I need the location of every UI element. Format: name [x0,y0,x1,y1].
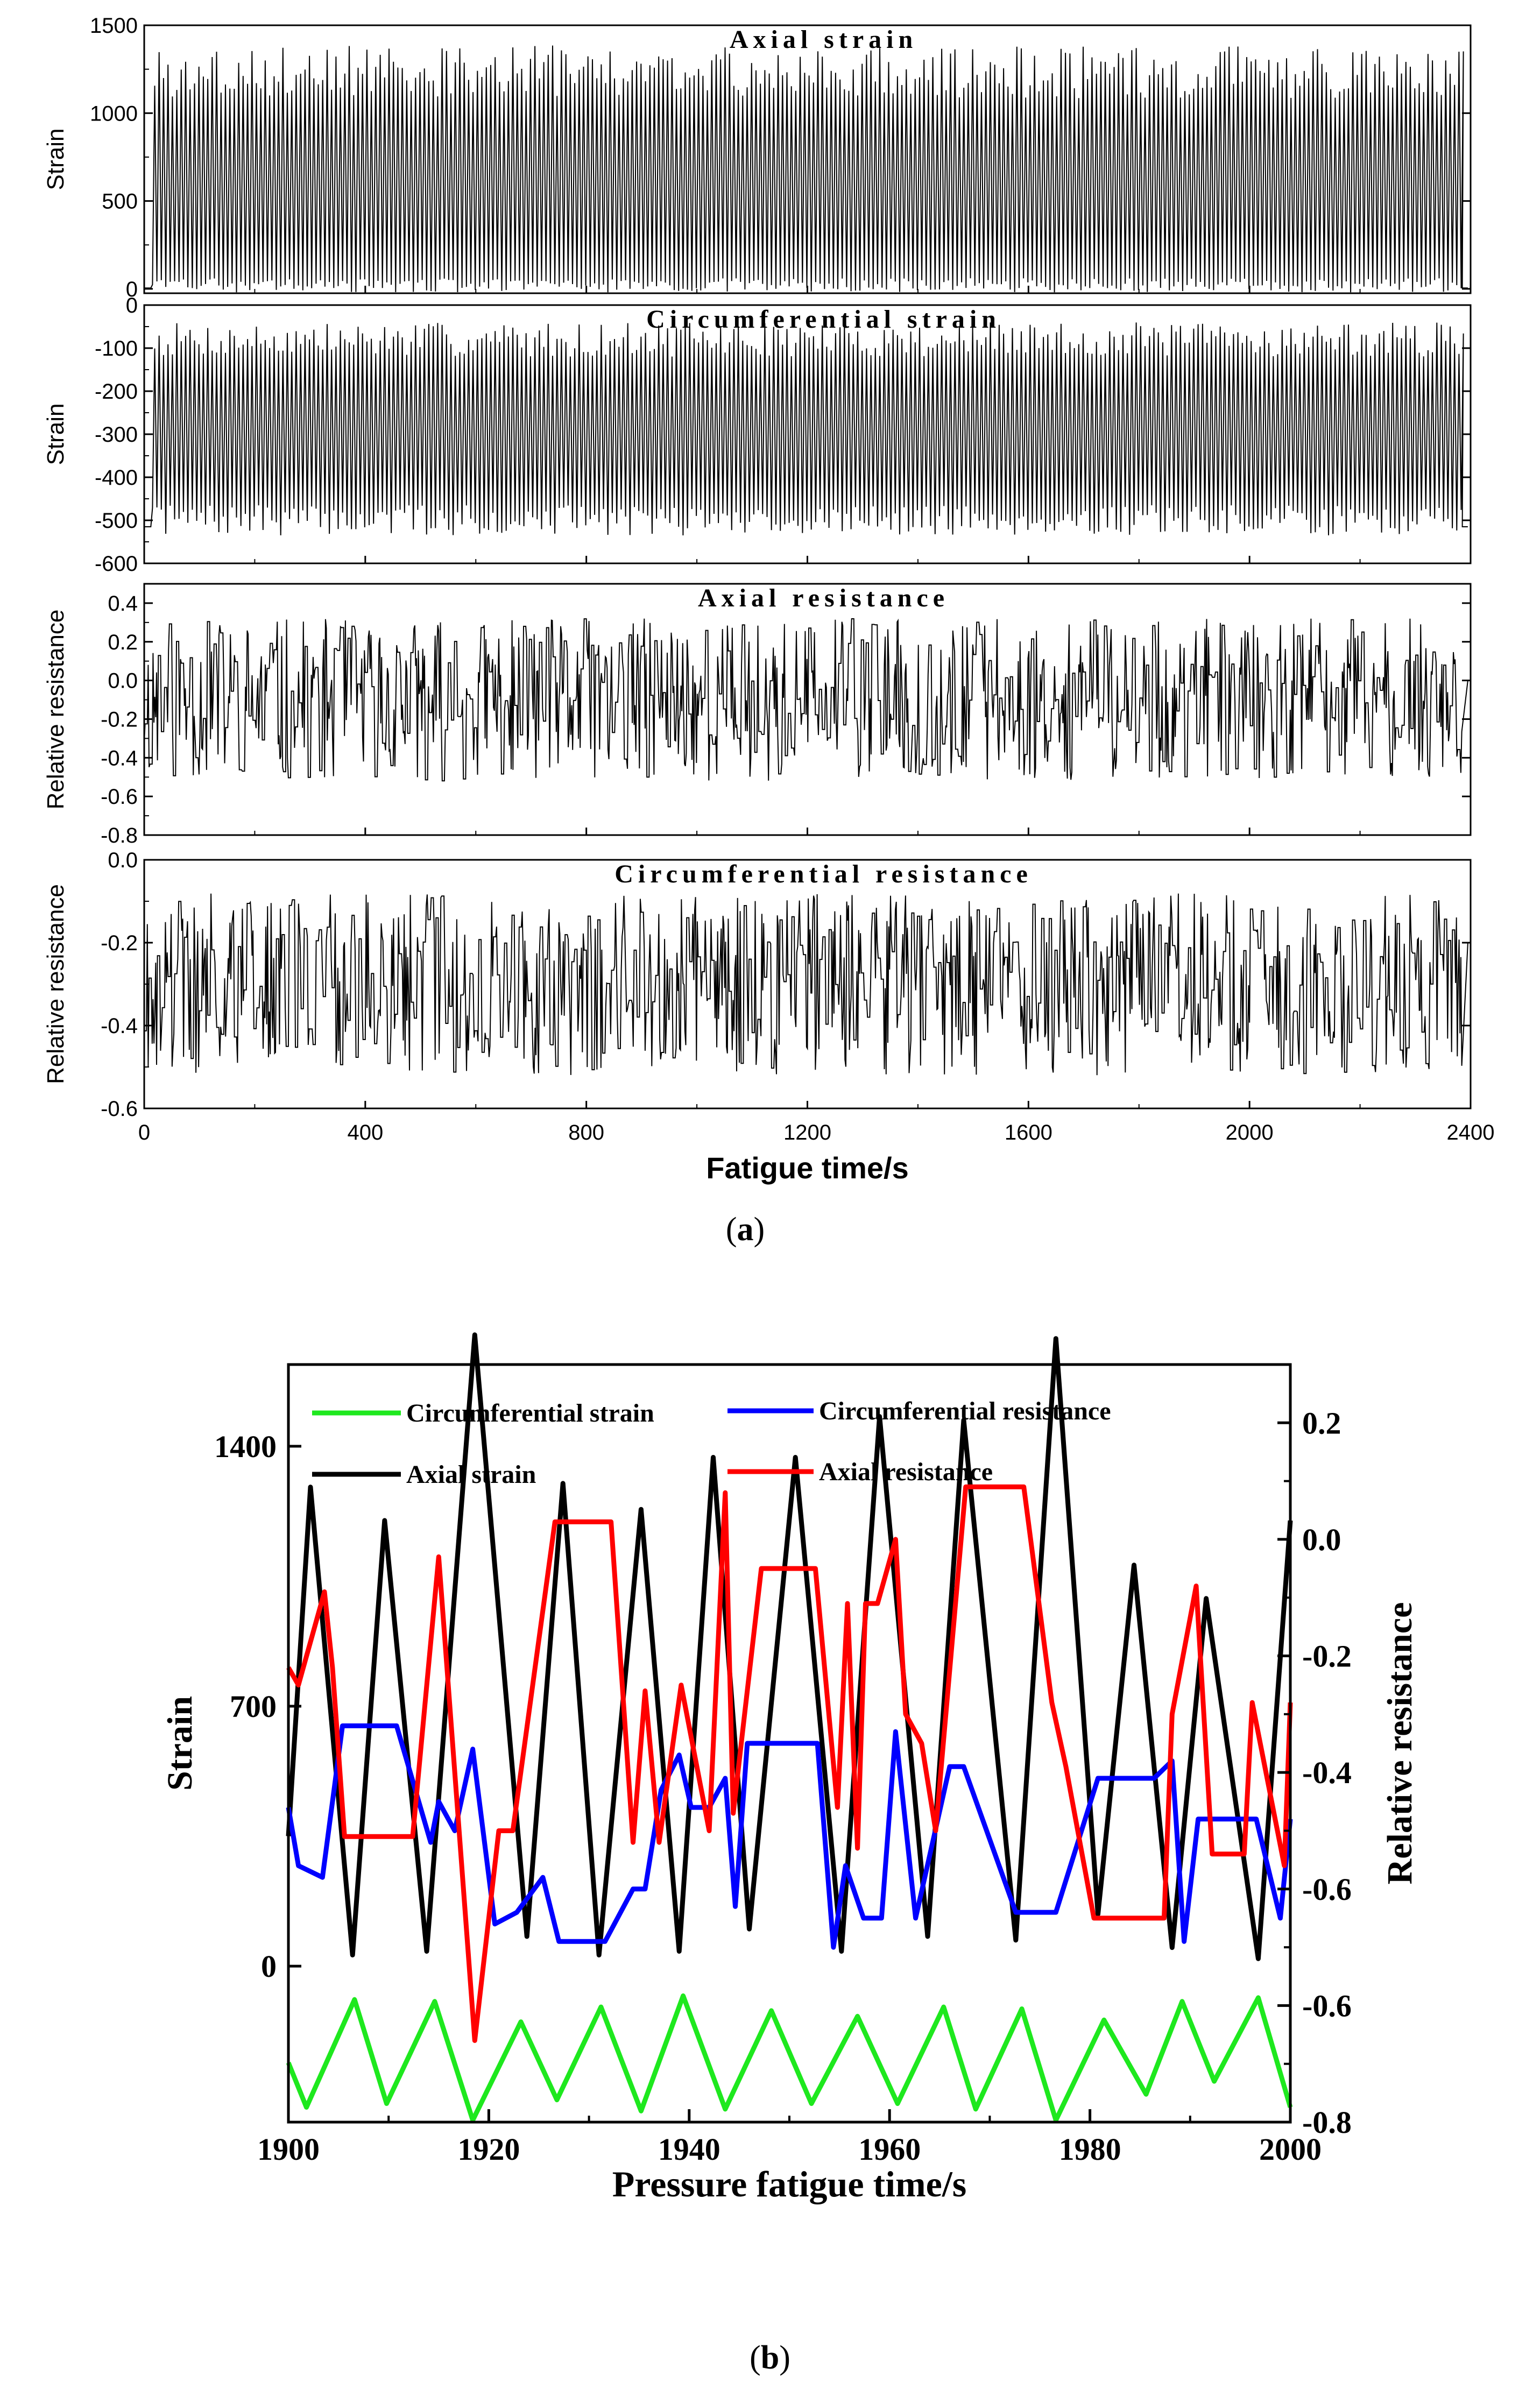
circumferential-resistance-plot: -0.6 -0.4 -0.2 0.0 Circumferential resistanc… [43,849,1494,1185]
y-tick-label: 0.0 [108,849,138,872]
plot-title: Axial resistance [698,584,949,612]
y-axis-label: Strain [43,404,69,465]
y-tick-label: -0.6 [101,785,138,809]
legend-item: Axial strain [312,1460,536,1489]
y-tick-label: -300 [95,423,138,447]
series-line [144,618,1468,782]
y-tick-label: 1400 [214,1429,277,1464]
y-tick-label: 500 [102,190,138,214]
series-line [286,1484,1293,2043]
legend-item: Circumferential strain [312,1399,654,1427]
plot-title: Axial strain [730,25,917,54]
y-tick-label: 0 [261,1949,277,1984]
y-tick-label: 1000 [90,102,138,125]
y-tick-label-right: 0.0 [1302,1522,1341,1557]
y-axis-label: Relative resistance [43,610,69,810]
pressure-fatigue-plot: 0 700 1400 -0.8 -0.6 -0.6 -0.4 -0.2 0.0 0.2 1900 19… [160,1332,1419,2204]
x-tick-label: 1600 [1005,1121,1052,1144]
y-tick-label: -100 [95,337,138,361]
x-tick-label: 0 [138,1121,150,1144]
x-tick-label: 1200 [783,1121,831,1144]
y-tick-label: -600 [95,552,138,576]
circumferential-strain-plot: -600 -500 -400 -300 -200 -100 0 Circumferential… [43,294,1472,576]
panel-a-label: (a) [726,1211,765,1248]
y-tick-label: 0 [126,294,138,317]
y-tick-label-right: -0.2 [1302,1639,1352,1674]
series-line [286,1993,1293,2123]
series-line [144,45,1468,293]
x-tick-label: 2000 [1226,1121,1274,1144]
y-axis-label: Strain [43,129,69,190]
series-line [286,1332,1293,1961]
x-tick-label: 1920 [457,2132,520,2167]
plot-title: Circumferential resistance [614,860,1033,888]
legend-label: Axial resistance [819,1458,993,1486]
legend-label: Circumferential strain [406,1399,654,1427]
y-tick-label-right: -0.8 [1302,2105,1352,2140]
y-axis-label: Relative resistance [43,884,69,1084]
y-tick-label: -0.2 [101,708,138,731]
x-tick-label: 1960 [858,2132,921,2167]
x-axis-label: Fatigue time/s [706,1151,909,1185]
x-tick-label: 1980 [1059,2132,1121,2167]
x-tick-label: 1940 [658,2132,720,2167]
y-tick-label: 0.2 [108,631,138,654]
y-tick-label-right: 0.2 [1302,1405,1341,1440]
y-axis-label-right: Relative resistance [1380,1602,1419,1885]
y-tick-label-right: -0.6 [1302,1988,1352,2023]
y-tick-label: 700 [230,1689,277,1724]
x-tick-label: 800 [568,1121,604,1144]
y-tick-label: 0.0 [108,669,138,693]
y-axis-label: Strain [160,1696,200,1791]
x-tick-label: 400 [347,1121,383,1144]
y-tick-label: -500 [95,509,138,533]
y-tick-label: -0.2 [101,931,138,955]
y-tick-label: -0.4 [101,1014,138,1038]
legend-label: Axial strain [406,1460,536,1489]
axial-strain-plot: 0 500 1000 1500 Axial strain Strain [43,14,1472,301]
y-tick-label: -0.6 [101,1097,138,1121]
axial-resistance-plot: -0.8 -0.6 -0.4 -0.2 0.0 0.2 0.4 Axial resistanc… [43,583,1472,847]
series-line [144,322,1468,536]
y-tick-label: -200 [95,380,138,404]
panel-b-label: (b) [750,2339,790,2376]
y-tick-label: 0.4 [108,592,138,616]
y-tick-label: -400 [95,466,138,490]
x-tick-label: 2400 [1447,1121,1495,1144]
legend-item: Axial resistance [727,1458,993,1486]
y-tick-label-right: -0.4 [1302,1755,1352,1790]
legend-label: Circumferential resistance [819,1397,1111,1425]
x-axis-label: Pressure fatigue time/s [612,2164,966,2204]
x-tick-label: 1900 [257,2132,320,2167]
y-tick-label: -0.8 [101,824,138,847]
y-tick-label: -0.4 [101,746,138,770]
y-tick-label: 0 [126,278,138,301]
series-line [144,893,1468,1076]
y-tick-label: 1500 [90,14,138,38]
x-tick-label: 2000 [1259,2132,1322,2167]
series-line [286,1723,1293,1950]
plot-title: Circumferential strain [646,305,1001,334]
panel-b: 0 700 1400 -0.8 -0.6 -0.6 -0.4 -0.2 0.0 0.2 1900 19… [160,1332,1419,2376]
legend-item: Circumferential resistance [727,1397,1111,1425]
y-tick-label-right: -0.6 [1302,1872,1352,1907]
